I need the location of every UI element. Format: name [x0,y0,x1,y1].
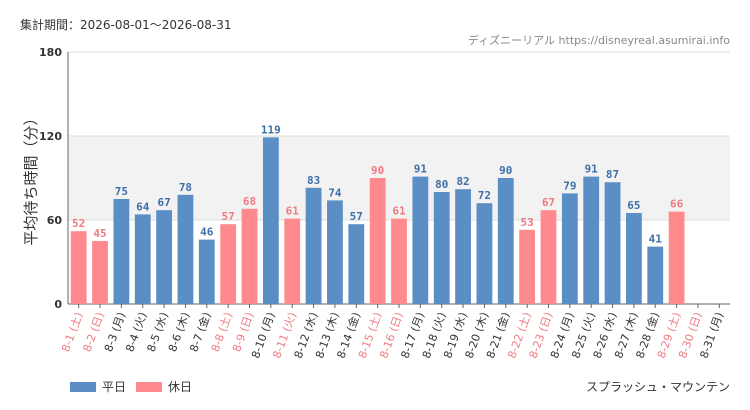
bar-value-label: 90 [371,164,384,177]
bar [348,224,365,304]
bar [156,210,172,304]
bar [412,176,429,304]
bar [626,213,642,304]
bar-value-label: 82 [456,175,469,188]
bar [391,218,407,304]
bar-value-label: 91 [585,163,599,176]
attraction-name: スプラッシュ・マウンテン [585,380,730,394]
bar [604,182,621,304]
bar [134,214,151,304]
bar-value-label: 68 [243,195,256,208]
legend-holiday: 休日 [136,378,192,395]
bar-value-label: 79 [563,179,576,192]
bar-value-label: 72 [478,189,491,202]
y-tick-label: 180 [39,46,62,59]
bar-value-label: 45 [93,227,106,240]
bar-value-label: 78 [179,181,192,194]
bar [583,176,600,304]
bar [70,231,87,304]
bar-value-label: 61 [286,205,300,218]
site-credit: ディズニーリアル https://disneyreal.asumirai.inf… [467,34,730,47]
bar [241,208,258,304]
y-axis-label: 平均待ち時間（分） [22,110,40,245]
legend-weekday-swatch [70,381,96,392]
bar [92,241,108,304]
bar-value-label: 87 [606,168,619,181]
bar [305,187,322,304]
bar-value-label: 83 [307,174,320,187]
period-label: 集計期間：2026-08-01〜2026-08-31 [20,18,232,32]
bar [561,193,578,304]
bar [327,200,343,304]
bar-value-label: 57 [350,210,363,223]
bar-value-label: 90 [499,164,512,177]
bar [220,224,237,304]
bar-value-label: 64 [136,200,150,213]
bar-value-label: 91 [414,163,428,176]
bar [369,178,386,304]
bar [284,218,301,304]
bar-value-label: 41 [649,233,663,246]
bar-value-label: 61 [392,205,406,218]
bar [519,229,536,304]
bar [113,199,130,304]
y-tick-label: 60 [47,214,63,227]
bar [668,211,685,304]
bar-value-label: 46 [200,226,214,239]
bar [497,178,514,304]
y-tick-label: 120 [39,130,62,143]
bar-value-label: 66 [670,198,684,211]
bar-value-label: 74 [328,186,342,199]
legend-holiday-swatch [136,381,162,392]
bar [262,137,279,304]
bar-value-label: 67 [542,196,555,209]
bar-value-label: 119 [261,123,281,136]
bar [455,189,471,304]
bar [177,194,194,304]
bar-value-label: 67 [157,196,170,209]
legend-holiday-label: 休日 [168,380,193,394]
legend-weekday-label: 平日 [102,380,127,394]
bar-value-label: 80 [435,178,448,191]
legend-weekday: 平日 [70,378,126,395]
bar [476,203,493,304]
bar [198,239,215,304]
y-tick-label: 0 [54,298,62,311]
bar [647,246,664,304]
bar [433,192,450,304]
bar-value-label: 65 [627,199,640,212]
bar-value-label: 53 [521,216,534,229]
bar-value-label: 75 [115,185,128,198]
bar-value-label: 52 [72,217,85,230]
bar-value-label: 57 [222,210,235,223]
bar [540,210,557,304]
